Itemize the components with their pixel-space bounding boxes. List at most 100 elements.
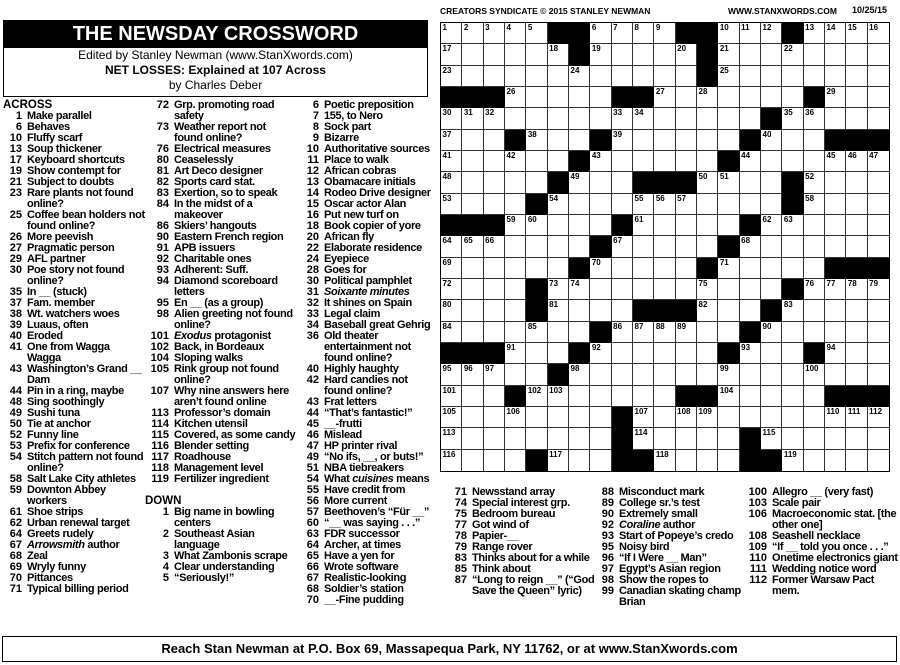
down-clue-75[interactable]: 75 Bedroom bureau [447, 509, 596, 520]
grid-cell[interactable]: 41 [441, 151, 463, 173]
grid-cell[interactable] [718, 449, 740, 471]
grid-cell[interactable]: 67 [611, 236, 633, 258]
down-clue-65[interactable]: 65 Have a yen for [296, 551, 439, 562]
grid-cell[interactable]: 81 [547, 300, 569, 322]
across-clue-13[interactable]: 13 Soup thickener [3, 144, 146, 155]
down-clue-92[interactable]: 92 Coraline author [594, 520, 741, 531]
grid-cell[interactable] [782, 321, 804, 343]
grid-cell[interactable]: 18 [547, 44, 569, 66]
across-clue-49[interactable]: 49 Sushi tuna [3, 408, 146, 419]
grid-cell[interactable]: 96 [462, 364, 484, 386]
across-clue-10[interactable]: 10 Fluffy scarf [3, 133, 146, 144]
grid-cell[interactable] [654, 385, 676, 407]
grid-cell[interactable]: 59 [505, 215, 527, 237]
grid-cell[interactable]: 3 [483, 23, 505, 45]
grid-cell[interactable]: 40 [761, 129, 783, 151]
grid-cell[interactable] [761, 236, 783, 258]
grid-cell[interactable] [611, 300, 633, 322]
grid-cell[interactable] [654, 343, 676, 365]
across-clue-27[interactable]: 27 Pragmatic person [3, 243, 146, 254]
grid-cell[interactable] [803, 407, 825, 429]
grid-cell[interactable] [462, 257, 484, 279]
across-clue-91[interactable]: 91 APB issuers [145, 243, 297, 254]
grid-cell[interactable] [526, 236, 548, 258]
grid-cell[interactable]: 31 [462, 108, 484, 130]
grid-cell[interactable] [483, 407, 505, 429]
grid-cell[interactable] [654, 236, 676, 258]
down-clue-95[interactable]: 95 Noisy bird [594, 542, 741, 553]
grid-cell[interactable] [675, 87, 697, 109]
grid-cell[interactable] [825, 449, 847, 471]
grid-cell[interactable]: 6 [590, 23, 612, 45]
grid-cell[interactable]: 100 [803, 364, 825, 386]
grid-cell[interactable]: 79 [867, 279, 889, 301]
across-clue-119[interactable]: 119 Fertilizer ingredient [145, 474, 297, 485]
down-clue-11[interactable]: 11 Place to walk [296, 155, 439, 166]
down-clue-88[interactable]: 88 Misconduct mark [594, 487, 741, 498]
grid-cell[interactable] [846, 65, 868, 87]
grid-cell[interactable] [675, 65, 697, 87]
grid-cell[interactable]: 47 [867, 151, 889, 173]
across-clue-83[interactable]: 83 Exertion, so to speak [145, 188, 297, 199]
grid-cell[interactable] [782, 385, 804, 407]
grid-cell[interactable] [569, 385, 591, 407]
grid-cell[interactable] [462, 172, 484, 194]
grid-cell[interactable] [761, 44, 783, 66]
grid-cell[interactable] [547, 257, 569, 279]
grid-cell[interactable] [547, 129, 569, 151]
grid-cell[interactable] [782, 257, 804, 279]
grid-cell[interactable] [505, 193, 527, 215]
grid-cell[interactable]: 108 [675, 407, 697, 429]
across-clue-117[interactable]: 117 Roadhouse [145, 452, 297, 463]
grid-cell[interactable] [654, 257, 676, 279]
grid-cell[interactable]: 119 [782, 449, 804, 471]
across-clue-107[interactable]: 107 Why nine answers here aren’t found on… [145, 386, 297, 408]
grid-cell[interactable]: 107 [633, 407, 655, 429]
grid-cell[interactable]: 104 [718, 385, 740, 407]
grid-cell[interactable]: 90 [761, 321, 783, 343]
grid-cell[interactable] [675, 215, 697, 237]
grid-cell[interactable] [462, 129, 484, 151]
grid-cell[interactable] [633, 257, 655, 279]
across-clue-44[interactable]: 44 Pin in a ring, maybe [3, 386, 146, 397]
grid-cell[interactable]: 5 [526, 23, 548, 45]
grid-cell[interactable]: 52 [803, 172, 825, 194]
down-clue-31[interactable]: 31 Soixante minutes [296, 287, 439, 298]
grid-cell[interactable]: 34 [633, 108, 655, 130]
grid-cell[interactable]: 116 [441, 449, 463, 471]
grid-cell[interactable] [654, 428, 676, 450]
across-clue-40[interactable]: 40 Eroded [3, 331, 146, 342]
down-clue-8[interactable]: 8 Sock part [296, 122, 439, 133]
grid-cell[interactable] [505, 279, 527, 301]
grid-cell[interactable] [761, 87, 783, 109]
grid-cell[interactable]: 94 [825, 343, 847, 365]
grid-cell[interactable] [569, 236, 591, 258]
grid-cell[interactable] [633, 343, 655, 365]
grid-cell[interactable] [526, 172, 548, 194]
grid-cell[interactable] [569, 129, 591, 151]
down-clue-56[interactable]: 56 More current [296, 496, 439, 507]
down-clue-51[interactable]: 51 NBA tiebreakers [296, 463, 439, 474]
across-clue-25[interactable]: 25 Coffee bean holders not found online? [3, 210, 146, 232]
grid-cell[interactable]: 19 [590, 44, 612, 66]
grid-cell[interactable]: 103 [547, 385, 569, 407]
grid-cell[interactable] [654, 215, 676, 237]
grid-cell[interactable] [803, 65, 825, 87]
grid-cell[interactable] [590, 87, 612, 109]
across-clue-102[interactable]: 102 Back, in Bordeaux [145, 342, 297, 353]
grid-cell[interactable]: 25 [718, 65, 740, 87]
across-clue-116[interactable]: 116 Blender setting [145, 441, 297, 452]
grid-cell[interactable]: 58 [803, 193, 825, 215]
down-clue-18[interactable]: 18 Book copier of yore [296, 221, 439, 232]
grid-cell[interactable] [590, 172, 612, 194]
across-clue-70[interactable]: 70 Pittances [3, 573, 146, 584]
grid-cell[interactable] [590, 215, 612, 237]
grid-cell[interactable] [846, 236, 868, 258]
grid-cell[interactable]: 75 [697, 279, 719, 301]
across-clue-82[interactable]: 82 Sports card stat. [145, 177, 297, 188]
down-clue-66[interactable]: 66 Wrote software [296, 562, 439, 573]
grid-cell[interactable] [761, 65, 783, 87]
grid-cell[interactable]: 57 [675, 193, 697, 215]
down-clue-78[interactable]: 78 Papier-__ [447, 531, 596, 542]
grid-cell[interactable]: 111 [846, 407, 868, 429]
